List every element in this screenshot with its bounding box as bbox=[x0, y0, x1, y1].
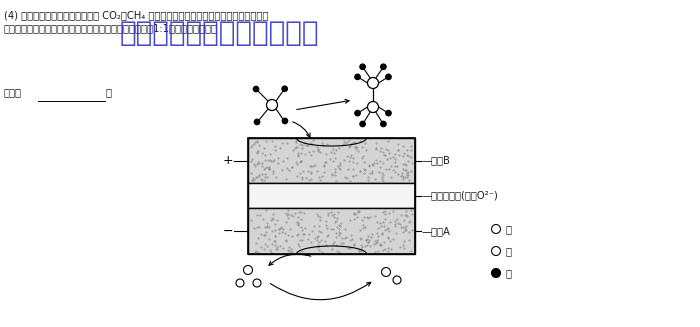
Circle shape bbox=[236, 279, 244, 287]
Circle shape bbox=[368, 77, 379, 89]
FancyArrowPatch shape bbox=[293, 122, 310, 137]
Text: 微信公众号关注：趣找答案: 微信公众号关注：趣找答案 bbox=[120, 19, 319, 47]
Circle shape bbox=[282, 86, 288, 92]
Circle shape bbox=[368, 101, 379, 112]
Bar bbox=[248, 138, 415, 183]
Circle shape bbox=[393, 276, 401, 284]
Circle shape bbox=[282, 118, 288, 124]
Circle shape bbox=[491, 225, 500, 233]
Circle shape bbox=[254, 119, 260, 125]
Text: −: − bbox=[223, 225, 233, 237]
Circle shape bbox=[381, 64, 386, 70]
Text: —电极B: —电极B bbox=[422, 156, 451, 165]
Circle shape bbox=[382, 267, 391, 277]
FancyArrowPatch shape bbox=[269, 254, 311, 265]
Text: 碳: 碳 bbox=[506, 224, 512, 234]
Circle shape bbox=[360, 121, 365, 127]
Text: —固体电解质(传导O²⁻): —固体电解质(传导O²⁻) bbox=[422, 191, 498, 200]
Text: 氧: 氧 bbox=[506, 246, 512, 256]
Text: 图所示。当某电极上生成的两种有机物物质的量之比超过1:1，阳电极的电极反: 图所示。当某电极上生成的两种有机物物质的量之比超过1:1，阳电极的电极反 bbox=[4, 23, 218, 33]
Circle shape bbox=[355, 110, 360, 116]
Bar bbox=[248, 183, 415, 208]
Circle shape bbox=[386, 74, 391, 80]
Circle shape bbox=[253, 86, 259, 92]
Circle shape bbox=[491, 268, 500, 278]
Text: 氢: 氢 bbox=[506, 268, 512, 278]
Text: 应式为: 应式为 bbox=[4, 87, 22, 97]
Text: 。: 。 bbox=[106, 87, 112, 97]
Circle shape bbox=[244, 266, 253, 274]
FancyArrowPatch shape bbox=[270, 282, 371, 300]
Text: +: + bbox=[223, 154, 233, 167]
Text: —电极A: —电极A bbox=[422, 226, 451, 236]
FancyArrowPatch shape bbox=[297, 99, 349, 110]
Circle shape bbox=[491, 247, 500, 255]
Circle shape bbox=[360, 64, 365, 70]
Circle shape bbox=[267, 99, 277, 111]
Bar bbox=[248, 138, 415, 254]
Circle shape bbox=[253, 279, 261, 287]
Circle shape bbox=[386, 110, 391, 116]
Bar bbox=[248, 208, 415, 254]
Circle shape bbox=[355, 74, 360, 80]
Text: (4) 科学家利用电化学装置可实现 CO₂、CH₄ 分子耦合转化成有价值的有机物，其原理如下: (4) 科学家利用电化学装置可实现 CO₂、CH₄ 分子耦合转化成有价值的有机物… bbox=[4, 10, 268, 20]
Circle shape bbox=[381, 121, 386, 127]
